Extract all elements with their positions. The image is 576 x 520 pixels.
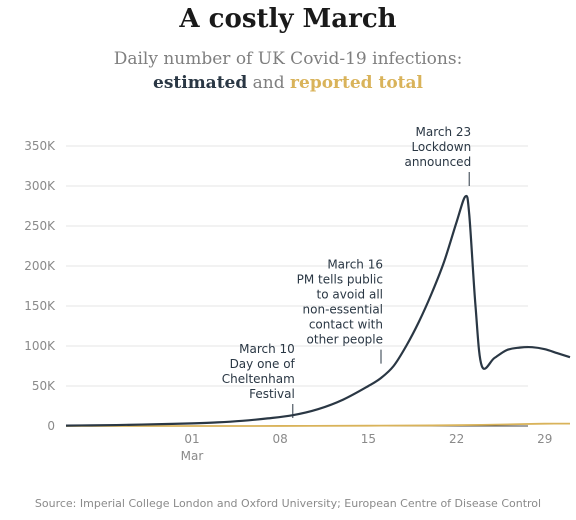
x-tick-label: 01 [184, 432, 199, 446]
x-tick-label: 29 [537, 432, 552, 446]
chart-title: A costly March [179, 4, 397, 34]
chart-subtitle: Daily number of UK Covid-19 infections: … [0, 47, 576, 95]
y-tick-label: 350K [24, 139, 56, 153]
y-tick-label: 100K [24, 339, 56, 353]
x-tick-label: 15 [361, 432, 376, 446]
annotation-text: March 23 [416, 125, 472, 139]
source-note: Source: Imperial College London and Oxfo… [34, 497, 542, 510]
x-tick-label: 08 [273, 432, 288, 446]
subtitle-estimated: estimated [153, 73, 248, 93]
annotation-text: Day one of [230, 357, 296, 371]
y-tick-label: 150K [24, 299, 56, 313]
subtitle-and: and [252, 73, 285, 93]
annotation-text: non-essential [303, 303, 383, 317]
y-tick-label: 250K [24, 219, 56, 233]
annotation-text: Festival [249, 387, 295, 401]
y-tick-label: 50K [32, 379, 56, 393]
y-tick-label: 0 [47, 419, 55, 433]
annotation-text: announced [404, 155, 471, 169]
x-tick-label: 22 [449, 432, 464, 446]
annotation-text: Lockdown [411, 140, 471, 154]
series-line-estimated [65, 194, 571, 427]
annotation-text: Cheltenham [222, 372, 295, 386]
x-tick-sublabel: Mar [181, 449, 204, 463]
annotation-text: to avoid all [317, 288, 383, 302]
annotation-text: PM tells public [297, 273, 383, 287]
line-chart: 0 50K 100K 150K 200K 250K 300K 350K 01 Mar 08 15 22 2… [24, 125, 571, 463]
annotation-text: March 16 [327, 258, 383, 272]
subtitle-line2: estimated and reported total [0, 71, 576, 95]
series-line-reported-total [65, 422, 571, 427]
y-tick-label: 200K [24, 259, 56, 273]
subtitle-reported: reported total [290, 73, 423, 93]
subtitle-line1: Daily number of UK Covid-19 infections: [113, 49, 463, 69]
annotation-text: contact with [309, 318, 383, 332]
annotation-text: March 10 [239, 342, 295, 356]
y-tick-label: 300K [24, 179, 56, 193]
annotation-text: other people [307, 333, 383, 347]
